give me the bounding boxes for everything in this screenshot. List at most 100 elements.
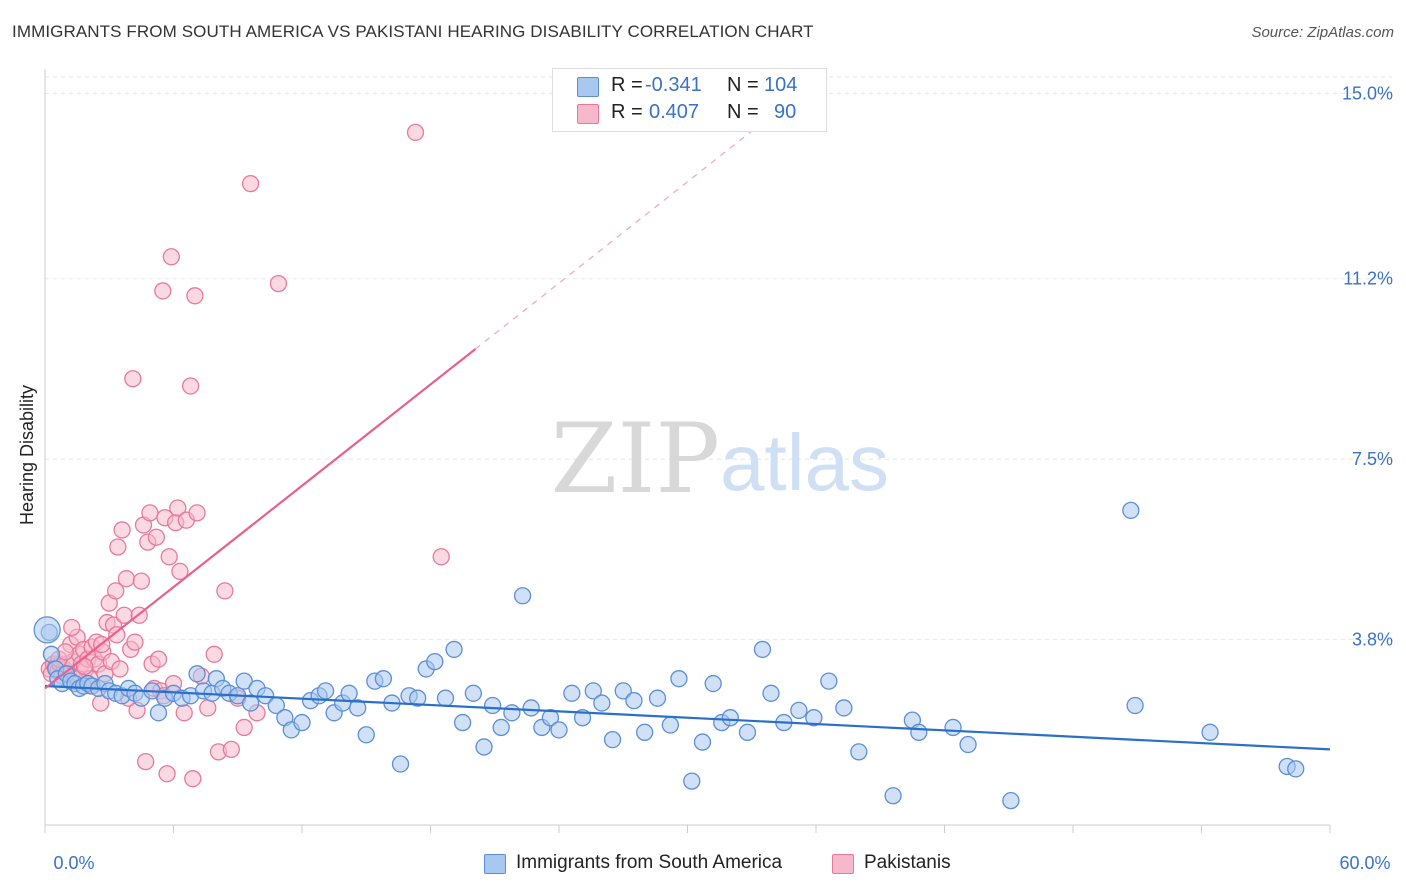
n-label: N = bbox=[727, 74, 759, 96]
south-america-point bbox=[753, 640, 772, 659]
r-label: R = bbox=[611, 101, 643, 123]
correlation-stats-box: R = -0.341 N = 104 R = 0.407 N = 90 bbox=[552, 68, 827, 132]
pakistanis-point bbox=[160, 548, 178, 566]
pakistanis-point bbox=[188, 504, 206, 522]
south-america-point bbox=[704, 674, 722, 693]
pakistanis-point bbox=[126, 633, 144, 651]
south-america-point bbox=[340, 684, 358, 702]
south-america-point bbox=[149, 704, 168, 722]
south-america-point bbox=[513, 587, 532, 605]
south-america-point bbox=[408, 689, 427, 707]
south-america-point bbox=[349, 699, 367, 717]
south-america-point bbox=[483, 696, 502, 715]
grid-lines bbox=[45, 76, 1392, 641]
pakistanis-point bbox=[137, 752, 155, 771]
south-america-point bbox=[805, 709, 823, 727]
south-america-point bbox=[235, 672, 253, 690]
n-value: 104 bbox=[764, 74, 798, 96]
south-america-point bbox=[884, 787, 902, 805]
south-america-point bbox=[357, 726, 375, 744]
south-america-point bbox=[374, 670, 393, 688]
south-america-point bbox=[550, 721, 568, 739]
south-america-point bbox=[661, 716, 680, 734]
pakistanis-point bbox=[113, 521, 131, 539]
pakistanis-point bbox=[107, 582, 125, 600]
y-tick-label: 15.0% bbox=[1342, 83, 1393, 103]
legend-label: Immigrants from South America bbox=[516, 852, 783, 873]
legend-swatch-pink bbox=[832, 854, 854, 874]
r-value: 0.407 bbox=[649, 101, 700, 123]
pakistanis-point bbox=[162, 248, 181, 266]
south-america-point bbox=[835, 699, 853, 717]
south-america-point bbox=[693, 733, 712, 751]
south-america-point bbox=[648, 689, 667, 707]
pakistanis-point bbox=[154, 282, 172, 300]
y-tick-label: 7.5% bbox=[1352, 449, 1393, 469]
south-america-point bbox=[445, 640, 463, 659]
pakistanis-point bbox=[108, 626, 126, 644]
south-america-point bbox=[721, 709, 739, 727]
pakistanis-point bbox=[186, 287, 204, 305]
south-america-point bbox=[503, 704, 521, 722]
x-tick-label-min: 0.0% bbox=[53, 853, 94, 873]
south-america-point bbox=[910, 723, 928, 741]
pakistanis-point bbox=[111, 660, 129, 678]
r-label: R = bbox=[611, 74, 643, 96]
south-america-point bbox=[316, 682, 335, 700]
south-america-point bbox=[492, 718, 510, 737]
pakistanis-point bbox=[175, 704, 193, 722]
south-america-point bbox=[614, 682, 632, 700]
y-tick-label: 3.8% bbox=[1352, 630, 1393, 650]
south-america-point bbox=[33, 616, 61, 644]
blue-series-swatch bbox=[577, 77, 599, 97]
pakistanis-trend-extension bbox=[475, 122, 763, 350]
y-tick-label: 11.2% bbox=[1343, 269, 1393, 289]
pakistanis-point bbox=[141, 504, 159, 522]
south-america-point bbox=[584, 682, 602, 700]
pakistanis-point bbox=[109, 538, 127, 556]
pakistanis-point bbox=[432, 548, 450, 566]
south-america-point bbox=[464, 684, 482, 702]
pakistanis-point bbox=[117, 570, 136, 588]
trend-lines bbox=[44, 122, 1331, 751]
south-america-point bbox=[522, 699, 540, 717]
pakistanis-point bbox=[158, 765, 176, 783]
n-label: N = bbox=[727, 101, 759, 123]
pakistanis-point bbox=[184, 770, 202, 788]
watermark-zip: ZIP bbox=[551, 403, 720, 515]
south-america-point bbox=[42, 645, 61, 663]
south-america-point bbox=[762, 684, 780, 702]
pakistanis-point bbox=[132, 572, 151, 590]
south-america-point bbox=[1122, 501, 1140, 520]
legend-label: Pakistanis bbox=[864, 852, 951, 873]
south-america-point bbox=[636, 723, 654, 741]
south-america-point bbox=[436, 689, 455, 707]
x-ticks bbox=[44, 825, 1331, 833]
r-value: -0.341 bbox=[645, 74, 702, 96]
source-credit: Source: ZipAtlas.com bbox=[1251, 24, 1394, 41]
south-america-point bbox=[563, 684, 581, 702]
legend-swatch-blue bbox=[484, 854, 506, 874]
south-america-point bbox=[1201, 723, 1219, 741]
x-tick-label-max: 60.0% bbox=[1339, 853, 1390, 873]
south-america-point bbox=[1126, 696, 1144, 715]
south-america-point bbox=[1287, 760, 1305, 778]
south-america-point bbox=[683, 772, 701, 790]
pakistanis-point bbox=[235, 718, 253, 737]
y-tick-labels: 3.8% 7.5% 11.2% 15.0% bbox=[1342, 83, 1393, 649]
pakistanis-point bbox=[149, 650, 168, 668]
south-america-point bbox=[593, 694, 611, 712]
south-america-point bbox=[426, 652, 444, 671]
pakistanis-point bbox=[269, 274, 288, 293]
south-america-point bbox=[820, 672, 838, 690]
south-america-point bbox=[188, 665, 206, 683]
n-value: 90 bbox=[774, 101, 797, 123]
pakistanis-trend-line bbox=[44, 348, 477, 690]
pakistanis-point bbox=[216, 582, 234, 600]
watermark-atlas: atlas bbox=[720, 418, 889, 507]
pakistanis-point bbox=[147, 528, 166, 546]
south-america-trend-line bbox=[44, 684, 1331, 751]
south-america-point bbox=[453, 713, 472, 732]
south-america-point bbox=[603, 730, 622, 749]
